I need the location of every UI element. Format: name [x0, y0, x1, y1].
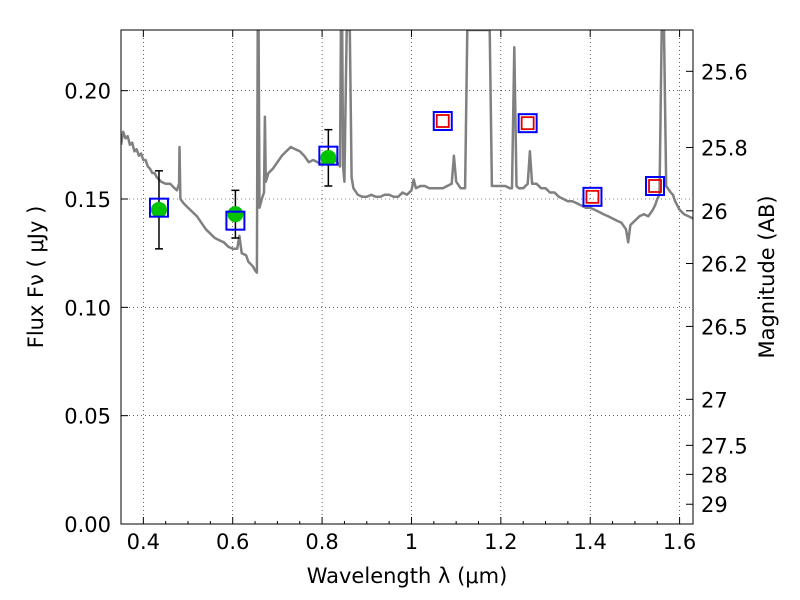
model-band-point — [582, 186, 603, 207]
x-tick-label: 1.6 — [663, 530, 696, 554]
y2-tick-label: 25.8 — [701, 136, 748, 160]
y2-tick-label: 29 — [701, 493, 728, 517]
upper-limit-point — [648, 179, 662, 193]
grid-lines — [121, 30, 693, 524]
y2-axis-label: Magnitude (AB) — [755, 195, 779, 358]
detected-point — [150, 201, 167, 218]
model-sed-series — [121, 30, 693, 274]
model-band-point — [645, 176, 666, 196]
x-tick-label: 0.6 — [216, 530, 249, 554]
upper-limit-point — [520, 116, 535, 131]
axis-ticks: 0.4 0.6 0.8 1 1.2 1.4 1.6 0.00 0.05 0.10 0.15 0.20 2… — [64, 30, 748, 554]
y-tick-label: 0.15 — [64, 188, 111, 212]
y-tick-label: 0.00 — [64, 513, 111, 537]
y2-tick-label: 26.5 — [701, 315, 748, 339]
x-tick-label: 1.2 — [484, 530, 517, 554]
error-bars — [154, 128, 333, 250]
x-tick-label: 1 — [405, 530, 418, 554]
y2-tick-label: 27 — [701, 388, 728, 412]
model-band-point — [148, 197, 169, 218]
model-band-point — [432, 111, 453, 131]
y2-tick-label: 28 — [701, 463, 728, 487]
upper-limit-point — [435, 114, 450, 128]
y2-tick-label: 26 — [701, 200, 728, 224]
y2-tick-label: 27.5 — [701, 434, 748, 458]
x-axis-label: Wavelength λ (μm) — [307, 564, 508, 588]
photometry-markers — [148, 111, 666, 231]
y-tick-label: 0.05 — [64, 405, 111, 429]
y-tick-label: 0.20 — [64, 80, 111, 104]
x-tick-label: 1.4 — [574, 530, 607, 554]
model-band-point — [318, 145, 339, 166]
model-band-point — [225, 210, 246, 231]
detected-point — [320, 149, 337, 166]
plot-frame — [120, 29, 694, 525]
model-band-point — [517, 113, 538, 134]
y-axis-label: Flux Fν ( μJy ) — [24, 206, 48, 349]
model-sed-line — [121, 30, 693, 274]
y-tick-label: 0.10 — [64, 296, 111, 320]
y2-tick-label: 26.2 — [701, 253, 748, 277]
x-tick-label: 0.8 — [305, 530, 338, 554]
upper-limit-point — [585, 189, 600, 204]
y2-tick-label: 25.6 — [701, 60, 748, 84]
detected-point — [227, 206, 244, 223]
x-tick-label: 0.4 — [127, 530, 160, 554]
